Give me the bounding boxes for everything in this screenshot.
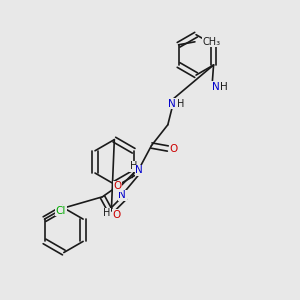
Text: N: N: [168, 99, 176, 109]
Text: H: H: [177, 99, 184, 109]
Text: O: O: [113, 182, 122, 191]
Text: Cl: Cl: [56, 206, 66, 216]
Text: N: N: [118, 190, 126, 200]
Text: CH₃: CH₃: [202, 37, 220, 47]
Text: O: O: [169, 143, 177, 154]
Text: H: H: [103, 208, 111, 218]
Text: H: H: [130, 161, 137, 171]
Text: N: N: [212, 82, 220, 92]
Text: N: N: [135, 165, 143, 175]
Text: H: H: [220, 82, 227, 92]
Text: O: O: [112, 210, 121, 220]
